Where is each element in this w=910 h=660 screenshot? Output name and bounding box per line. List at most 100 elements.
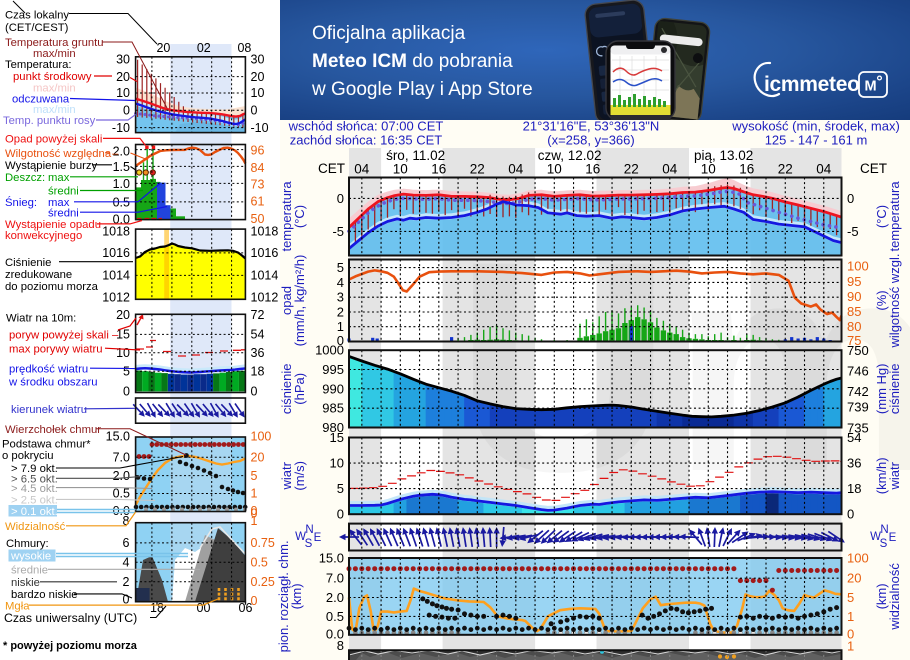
svg-text:980: 980 (322, 420, 344, 435)
svg-text:temperatura: temperatura (279, 181, 294, 252)
svg-text:10: 10 (547, 162, 562, 177)
svg-text:średni: średni (48, 186, 79, 198)
svg-text:1014: 1014 (102, 269, 130, 283)
svg-text:Opad powyżej skali: Opad powyżej skali (5, 134, 102, 146)
svg-text:985: 985 (322, 401, 344, 416)
svg-text:ciśnienie: ciśnienie (279, 364, 294, 415)
svg-text:15: 15 (330, 430, 344, 445)
svg-text:max/min: max/min (33, 83, 76, 95)
svg-text:15.0: 15.0 (106, 430, 130, 444)
svg-text:0.0: 0.0 (113, 504, 130, 518)
svg-text:zredukowane: zredukowane (5, 269, 72, 281)
svg-text:15.0: 15.0 (319, 551, 344, 566)
svg-text:E: E (314, 532, 322, 544)
svg-text:(°C): (°C) (292, 205, 307, 228)
svg-text:742: 742 (847, 384, 869, 399)
svg-text:odczuwana: odczuwana (12, 94, 70, 106)
svg-text:1000: 1000 (315, 343, 344, 358)
svg-text:max: max (48, 172, 70, 184)
svg-text:> 2.5 okt.: > 2.5 okt. (11, 495, 58, 507)
svg-text:max/min: max/min (33, 104, 76, 116)
svg-text:śro, 11.02: śro, 11.02 (386, 148, 445, 163)
svg-text:0: 0 (337, 507, 344, 522)
svg-text:84: 84 (251, 161, 265, 175)
svg-text:0.75: 0.75 (251, 536, 275, 550)
svg-text:990: 990 (322, 381, 344, 396)
svg-text:opad: opad (279, 286, 294, 315)
svg-text:CET: CET (318, 161, 345, 176)
svg-text:36: 36 (251, 346, 265, 360)
svg-text:Deszcz:: Deszcz: (5, 172, 45, 184)
svg-text:2: 2 (123, 575, 130, 589)
svg-text:2.0: 2.0 (113, 144, 130, 158)
svg-text:22: 22 (470, 162, 485, 177)
svg-text:746: 746 (847, 364, 869, 379)
svg-text:E: E (889, 532, 897, 544)
svg-text:100: 100 (251, 430, 272, 444)
svg-text:15: 15 (116, 328, 130, 342)
svg-text:Chmury:: Chmury: (6, 538, 49, 550)
svg-text:10: 10 (330, 456, 344, 471)
svg-text:-5: -5 (847, 224, 859, 239)
svg-text:Ciśnienie: Ciśnienie (5, 257, 51, 269)
svg-text:995: 995 (322, 362, 344, 377)
svg-text:w Google Play i App Store: w Google Play i App Store (311, 79, 533, 100)
svg-text:6: 6 (123, 536, 130, 550)
svg-text:75: 75 (847, 333, 861, 348)
svg-text:-10: -10 (251, 121, 269, 135)
svg-text:4: 4 (123, 555, 130, 569)
svg-text:20: 20 (116, 308, 130, 322)
svg-text:20: 20 (251, 451, 265, 465)
svg-text:o pokryciu: o pokryciu (2, 450, 54, 462)
svg-text:20: 20 (116, 70, 130, 84)
svg-text:04: 04 (354, 162, 370, 177)
svg-text:0: 0 (123, 593, 130, 607)
svg-text:W: W (295, 531, 306, 543)
svg-text:pion. rozciągł. chm.: pion. rozciągł. chm. (276, 540, 291, 652)
svg-text:5: 5 (251, 469, 258, 483)
svg-text:kierunek wiatru: kierunek wiatru (11, 404, 87, 416)
svg-text:temperatura: temperatura (887, 181, 902, 252)
svg-text:M: M (865, 79, 877, 95)
svg-text:-10: -10 (112, 121, 130, 135)
svg-text:61: 61 (251, 194, 265, 208)
svg-text:10: 10 (251, 86, 265, 100)
svg-text:(km/h): (km/h) (874, 457, 889, 494)
svg-text:0.5: 0.5 (113, 487, 130, 501)
svg-text:7.0: 7.0 (113, 451, 130, 465)
svg-text:22: 22 (778, 162, 793, 177)
svg-text:5: 5 (847, 590, 854, 605)
svg-text:(°C): (°C) (874, 205, 889, 228)
svg-text:(%): (%) (874, 290, 889, 310)
svg-text:0: 0 (847, 507, 854, 522)
svg-text:bardzo niskie: bardzo niskie (11, 589, 78, 601)
svg-text:1016: 1016 (251, 246, 279, 260)
svg-text:Wierzchołek chmur: Wierzchołek chmur (5, 424, 101, 436)
svg-text:0: 0 (847, 191, 854, 206)
svg-text:do poziomu morza: do poziomu morza (5, 281, 99, 293)
svg-text:73: 73 (251, 178, 265, 192)
svg-text:0.5: 0.5 (113, 196, 130, 210)
svg-text:S: S (880, 538, 888, 550)
svg-text:(km): (km) (874, 583, 889, 609)
svg-text:36: 36 (847, 456, 861, 471)
svg-text:–: – (112, 330, 119, 342)
svg-text:5: 5 (337, 481, 344, 496)
svg-text:Czas lokalny: Czas lokalny (5, 10, 69, 22)
svg-text:0: 0 (251, 594, 258, 608)
svg-text:1: 1 (337, 319, 344, 334)
svg-text:(mm/h, kg/m²/h): (mm/h, kg/m²/h) (292, 255, 307, 347)
svg-text:1.0: 1.0 (113, 177, 130, 191)
svg-text:1016: 1016 (102, 246, 130, 260)
svg-text:Temp. punktu rosy: Temp. punktu rosy (3, 115, 96, 127)
svg-text:0: 0 (251, 384, 258, 398)
svg-text:100: 100 (847, 551, 869, 566)
svg-text:czw, 12.02: czw, 12.02 (538, 148, 602, 163)
svg-text:10: 10 (701, 162, 716, 177)
svg-text:95: 95 (847, 274, 861, 289)
svg-text:S: S (305, 538, 313, 550)
svg-text:04: 04 (816, 162, 832, 177)
svg-text:-5: -5 (332, 224, 344, 239)
svg-text:0.5: 0.5 (326, 609, 344, 624)
svg-text:8: 8 (337, 638, 344, 653)
